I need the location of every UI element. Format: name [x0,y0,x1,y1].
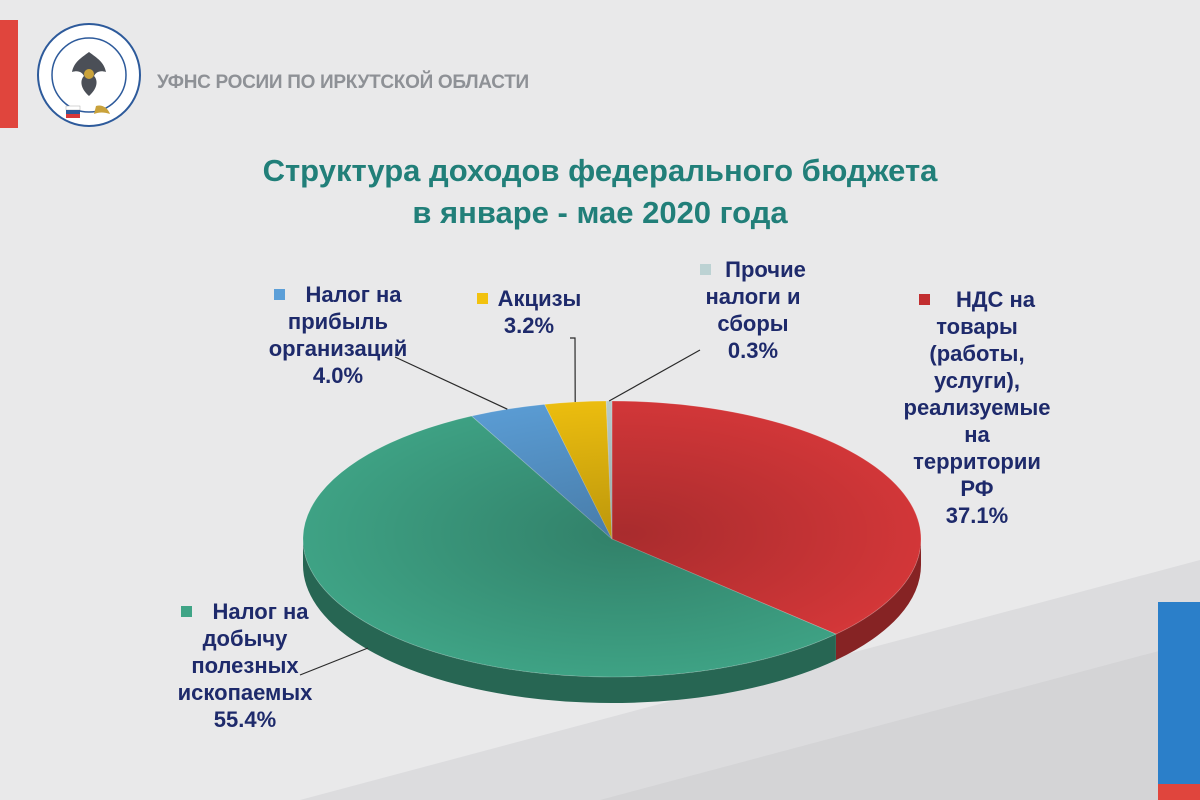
slice-label-line: НДС на [862,286,1092,313]
chart-title: Структура доходов федерального бюджета в… [170,150,1030,234]
slice-value-label: 55.4% [213,707,277,732]
slice-label-line: налоги и [705,284,801,309]
legend-swatch-excise [476,292,488,304]
legend-swatch-profit-tax [274,288,286,300]
chart-subtitle-line: в январе - мае 2020 года [412,195,788,230]
accent-stripe-blue [1158,602,1200,784]
chart-title-line: Структура доходов федерального бюджета [262,153,938,188]
accent-stripe-red [1158,784,1200,800]
slice-value-label: 3.2% [503,313,555,338]
legend-swatch-mining-tax [181,605,193,617]
slice-label-line: реализуемые [903,395,1051,420]
pie-side-mining-tax [303,539,836,704]
leader-line-mining-tax [299,647,369,676]
pie-top-shading [303,401,921,677]
slice-label-line: Акцизы [444,285,614,312]
org-name: УФНС РОСИИ ПО ИРКУТСКОЙ ОБЛАСТИ [157,72,529,93]
slice-label-line: ископаемых [177,680,313,705]
slice-label-mining-tax: Налог на добычу полезных ископаемых 55.4… [130,598,360,733]
slice-label-line: Прочие [668,256,838,283]
slice-label-line: территории [913,449,1041,474]
slice-label-line: услуги), [934,368,1020,393]
slice-value-label: 37.1% [945,503,1009,528]
leader-line-excise [570,337,576,402]
accent-bar-left [0,20,18,128]
leader-line-other [608,349,701,402]
slice-label-excise: Акцизы 3.2% [444,285,614,339]
slice-label-other: Прочие налоги и сборы 0.3% [668,256,838,364]
slice-label-line: Налог на [130,598,360,625]
slice-label-vat: НДС на товары (работы, услуги), реализуе… [862,286,1092,529]
slice-label-line: Налог на [228,281,448,308]
slice-label-line: на [964,422,990,447]
slice-label-line: (работы, [929,341,1025,366]
slice-label-line: сборы [717,311,789,336]
pie-side-vat [835,539,922,661]
leader-line-profit-tax [394,356,508,410]
legend-swatch-other [700,263,712,275]
slice-label-line: добычу [202,626,288,651]
slice-label-line: организаций [268,336,408,361]
slice-label-line: прибыль [287,309,389,334]
slice-label-line: полезных [191,653,299,678]
slice-value-label: 0.3% [727,338,779,363]
slice-value-label: 4.0% [312,363,364,388]
slice-label-line: РФ [960,476,994,501]
legend-swatch-vat [918,293,930,305]
slice-label-line: товары [936,314,1018,339]
slice-label-profit-tax: Налог на прибыль организаций 4.0% [228,281,448,389]
fns-logo-emblem [37,23,141,127]
